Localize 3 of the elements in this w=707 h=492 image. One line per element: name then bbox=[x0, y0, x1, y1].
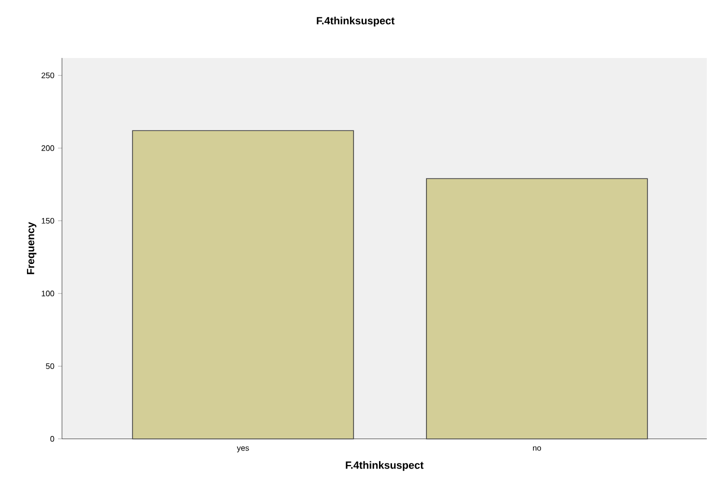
y-axis-title: Frequency bbox=[26, 222, 36, 274]
x-axis-title: F.4thinksuspect bbox=[346, 461, 424, 471]
chart-title: F.4thinksuspect bbox=[316, 16, 394, 27]
